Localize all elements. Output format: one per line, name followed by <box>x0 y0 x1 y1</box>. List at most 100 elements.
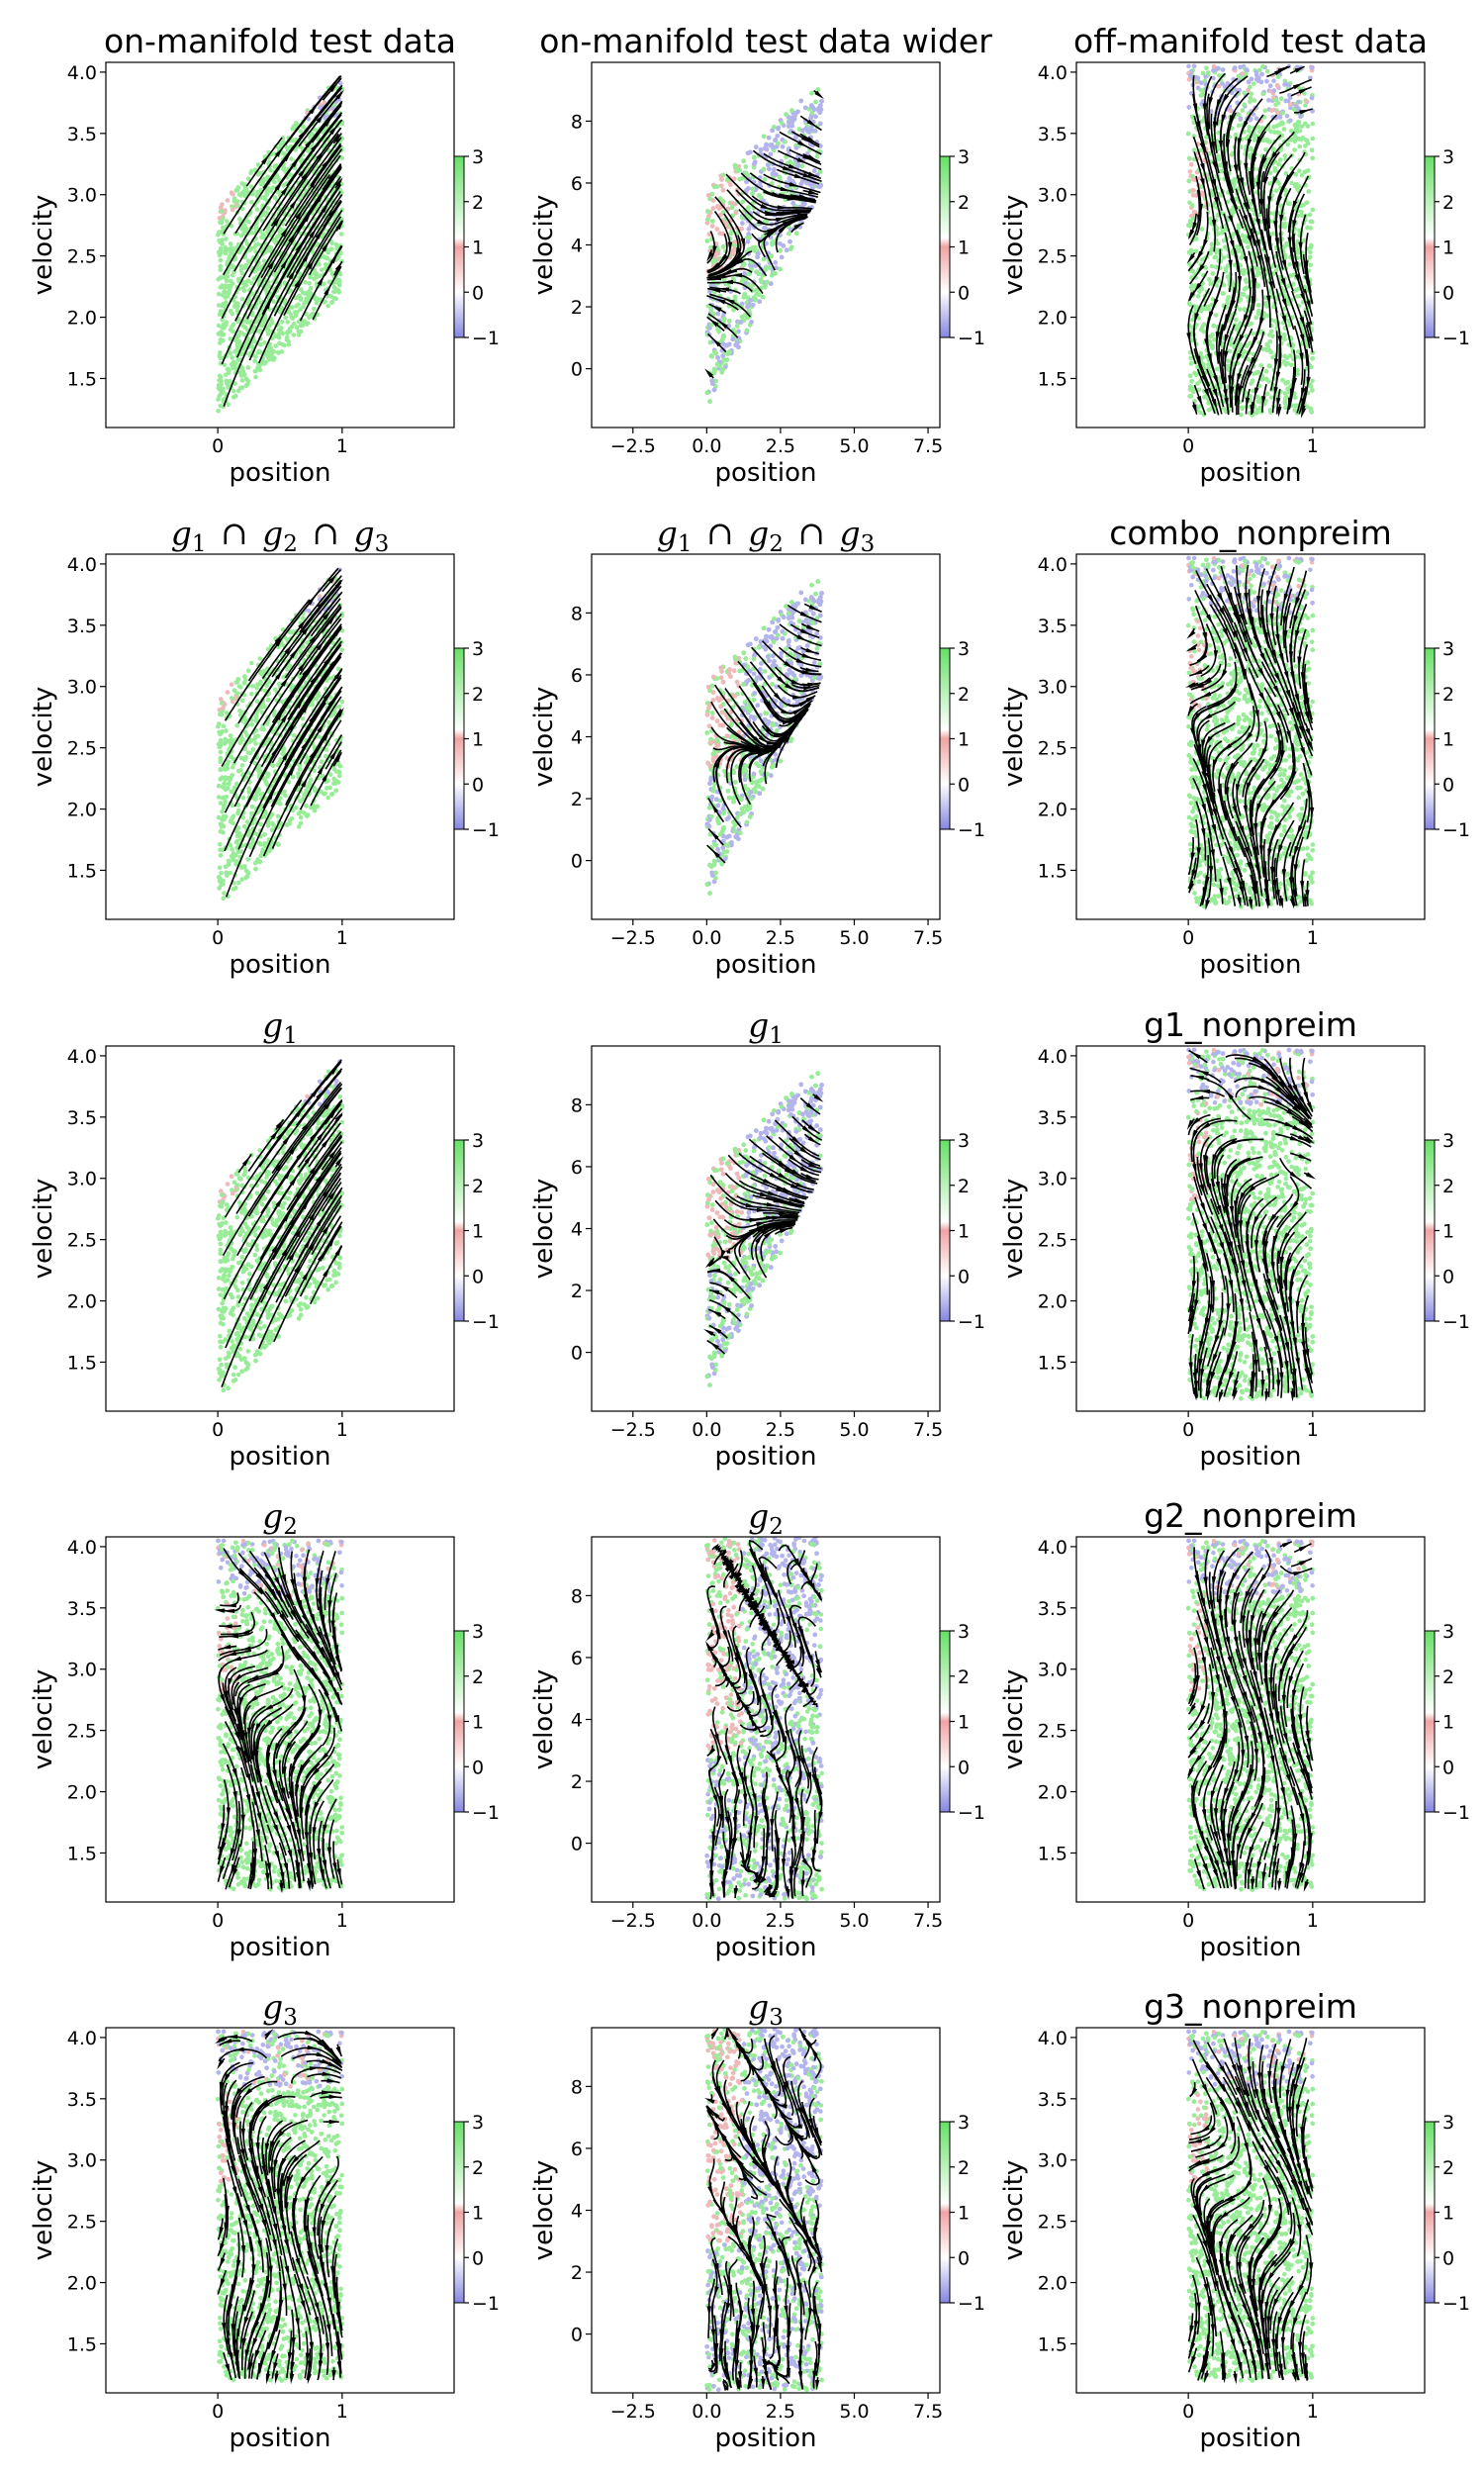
scatter-point <box>704 390 710 396</box>
colorbar-tick-label: 3 <box>472 146 484 168</box>
scatter-point <box>764 265 769 270</box>
scatter-point <box>785 183 789 189</box>
panel-3: 0 14.03.53.02.52.01.5positionvelocityoff-… <box>999 22 1470 488</box>
scatter-point <box>262 196 268 202</box>
scatter-point <box>295 310 300 315</box>
colorbar-tick-label: −1 <box>958 328 985 349</box>
scatter-point <box>222 289 227 295</box>
scatter-point <box>230 281 234 286</box>
scatter-point <box>710 198 716 203</box>
scatter-point <box>743 170 749 176</box>
scatter-point <box>262 361 267 366</box>
stream-arrow <box>288 233 296 243</box>
scatter-point <box>808 127 814 132</box>
scatter-point <box>226 246 232 252</box>
colorbar-tick-label: 1 <box>958 238 970 259</box>
scatter-point <box>756 250 761 256</box>
scatter-point <box>714 361 720 367</box>
scatter-point <box>715 327 720 333</box>
stream-arrow <box>315 229 324 239</box>
stream-arrow <box>712 245 717 256</box>
scatter-point <box>232 196 237 201</box>
scatter-point <box>218 361 224 366</box>
scatter-points <box>1185 63 1316 418</box>
scatter-point <box>241 333 247 337</box>
scatter-point <box>325 303 331 309</box>
scatter-point <box>709 192 715 197</box>
scatter-point <box>764 219 770 225</box>
scatter-point <box>319 267 325 273</box>
scatter-point <box>329 300 335 305</box>
scatter-point <box>225 198 231 203</box>
stream-arrow <box>807 154 818 161</box>
scatter-point <box>778 248 783 253</box>
scatter-point <box>768 143 773 147</box>
scatter-point <box>231 322 236 328</box>
scatter-point <box>770 241 775 247</box>
stream-arrow <box>793 222 804 230</box>
scatter-point <box>741 295 747 300</box>
stream-arrow <box>334 260 342 272</box>
scatter-point <box>235 357 241 363</box>
scatter-point <box>709 353 714 359</box>
scatter-point <box>260 232 266 237</box>
stream-arrow <box>779 225 788 234</box>
scatter-point <box>764 142 769 147</box>
scatter-point <box>235 277 241 282</box>
stream-arrow <box>327 207 336 218</box>
scatter-point <box>732 239 737 244</box>
stream-arrow <box>275 146 284 157</box>
scatter-point <box>298 307 303 312</box>
scatter-point <box>217 373 223 379</box>
scatter-point <box>289 156 294 161</box>
scatter-point <box>232 388 236 394</box>
scatter-point <box>262 340 267 345</box>
scatter-point <box>291 333 297 337</box>
scatter-point <box>284 144 290 150</box>
scatter-point <box>255 241 261 247</box>
scatter-point <box>252 268 258 274</box>
scatter-point <box>719 369 724 375</box>
stream-arrow <box>704 368 713 378</box>
scatter-point <box>218 340 223 345</box>
scatter-point <box>765 279 770 285</box>
scatter-point <box>779 254 785 260</box>
stream-arrow <box>740 238 745 249</box>
scatter-point <box>738 320 743 325</box>
stream-arrow <box>333 133 342 143</box>
scatter-point <box>740 215 745 221</box>
x-tick-label: 2.5 <box>766 435 795 457</box>
stream-arrow <box>324 117 332 127</box>
scatter-point <box>335 288 341 293</box>
scatter-point <box>707 289 712 295</box>
scatter-point <box>228 241 233 246</box>
scatter-point <box>249 312 255 318</box>
scatter-point <box>261 176 267 182</box>
scatter-point <box>306 117 312 122</box>
scatter-point <box>817 110 823 115</box>
scatter-point <box>729 229 734 235</box>
scatter-point <box>265 328 271 333</box>
scatter-point <box>770 128 775 134</box>
colorbar-tick-label: 0 <box>958 282 970 304</box>
stream-arrow <box>321 203 329 214</box>
y-tick-label: 2 <box>571 297 583 319</box>
scatter-point <box>750 303 756 308</box>
scatter-point <box>780 143 786 149</box>
stream-arrow <box>316 149 325 160</box>
scatter-point <box>787 175 792 181</box>
stream-arrow <box>709 288 721 293</box>
scatter-point <box>717 196 723 201</box>
scatter-point <box>249 231 254 236</box>
scatter-point <box>245 377 250 383</box>
scatter-point <box>221 225 226 231</box>
scatter-point <box>812 128 818 134</box>
x-axis-label: position <box>715 458 817 488</box>
scatter-point <box>706 232 712 237</box>
colorbar-tick-label: 3 <box>958 146 970 168</box>
scatter-point <box>217 394 222 399</box>
scatter-point <box>232 381 237 386</box>
scatter-point <box>298 323 304 329</box>
y-tick-label: 4.0 <box>67 62 97 84</box>
scatter-point <box>223 275 228 280</box>
